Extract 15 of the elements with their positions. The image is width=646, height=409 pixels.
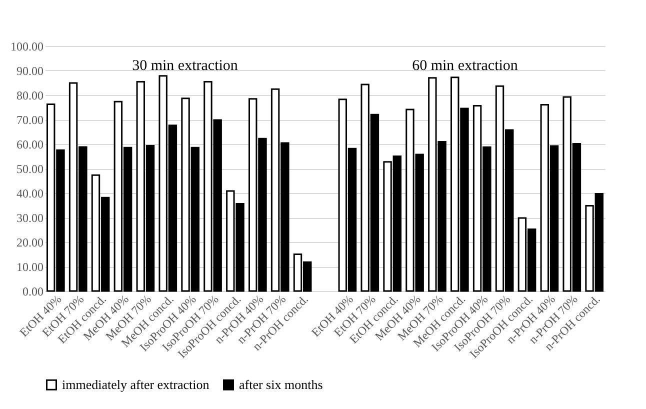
annotation: 60 min extraction [412,58,518,74]
y-tick-label: 30.00 [16,211,44,225]
y-tick-label: 20.00 [16,236,44,250]
y-tick-label: 50.00 [16,162,44,176]
y-tick-label: 40.00 [16,186,44,200]
y-tick-label: 10.00 [16,260,44,274]
y-tick-label: 100.00 [10,40,44,54]
y-tick-label: 70.00 [16,113,44,127]
y-tick-label: 90.00 [16,64,44,78]
y-tick-label: 60.00 [16,138,44,152]
legend-label: after six months [239,376,323,392]
y-tick-label: 0.00 [22,284,44,298]
y-tick-label: 80.00 [16,88,44,102]
annotation: 30 min extraction [132,58,238,74]
legend-label: immediately after extraction [62,376,210,392]
